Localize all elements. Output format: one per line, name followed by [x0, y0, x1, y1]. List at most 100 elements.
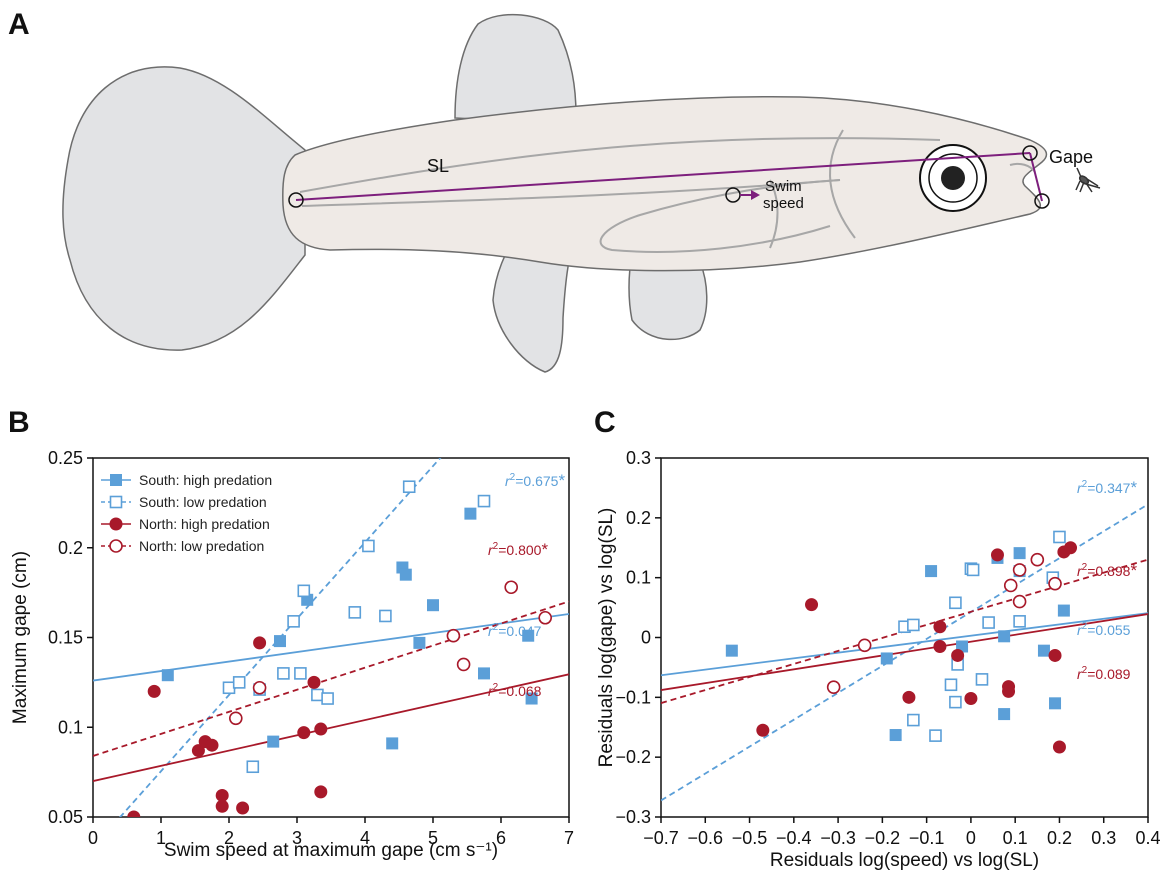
- data-point-south-low: [477, 494, 491, 508]
- dorsal-fin: [454, 13, 577, 120]
- legend: South: high predation South: low predatio…: [101, 472, 272, 554]
- r2-label-north-low: r2=0.898*: [1077, 561, 1137, 580]
- data-point-south-high: [998, 630, 1011, 643]
- data-point-north-high: [205, 738, 219, 752]
- data-point-north-low: [504, 580, 519, 595]
- fish-body: [282, 96, 1048, 272]
- data-point-north-high: [1048, 648, 1062, 662]
- x-tick-label: 6: [496, 828, 506, 848]
- y-axis-title: Residuals log(gape) vs log(SL): [596, 508, 617, 768]
- y-tick-label: −0.1: [615, 687, 651, 707]
- data-point-south-high: [522, 629, 535, 642]
- data-point-north-high: [1002, 684, 1016, 698]
- sl-label: SL: [427, 156, 449, 176]
- data-point-north-high: [964, 692, 978, 706]
- data-point-north-high: [902, 690, 916, 704]
- lateral-line-lower: [301, 179, 841, 207]
- lateral-line: [299, 137, 941, 193]
- data-point-south-high: [889, 729, 902, 742]
- anal-fin: [492, 231, 576, 373]
- y-tick-label: 0.25: [48, 448, 83, 468]
- data-point-south-low: [929, 729, 942, 742]
- data-point-south-low: [944, 678, 958, 692]
- data-point-south-low: [949, 695, 962, 709]
- y-tick-label: −0.3: [615, 807, 651, 827]
- data-point-south-high: [998, 708, 1011, 721]
- fit-line-north-high: [661, 613, 1148, 691]
- data-point-south-low: [949, 596, 962, 610]
- data-point-north-low: [252, 680, 267, 695]
- y-tick-label: 0.3: [626, 448, 651, 468]
- data-point-south-high: [1037, 644, 1050, 657]
- x-tick-label: 0: [88, 828, 98, 848]
- data-point-north-low: [826, 680, 841, 694]
- x-tick-label: −0.1: [909, 828, 945, 848]
- data-point-south-high: [1057, 604, 1070, 617]
- gill-line: [829, 129, 856, 239]
- data-point-north-high: [297, 726, 311, 740]
- data-point-north-high: [147, 684, 161, 698]
- r2-label-south-low: r2=0.675*: [505, 471, 565, 490]
- x-tick-label: 1: [156, 828, 166, 848]
- data-point-south-low: [907, 618, 920, 632]
- data-point-south-low: [311, 688, 324, 702]
- data-point-south-low: [982, 616, 995, 629]
- gape-label: Gape: [1049, 147, 1093, 167]
- data-point-south-low: [1013, 615, 1026, 628]
- data-point-north-high: [215, 799, 229, 813]
- data-point-south-high: [1013, 547, 1026, 560]
- x-tick-label: 4: [360, 828, 370, 848]
- data-point-south-high: [880, 652, 893, 665]
- fit-line-north-high: [93, 673, 569, 782]
- caudal-fin: [62, 66, 306, 351]
- x-axis-title: Residuals log(speed) vs log(SL): [770, 850, 1039, 871]
- r2-label-north-high: r2=0.068: [488, 682, 542, 699]
- data-point-north-low: [1003, 578, 1018, 593]
- x-axis-title: Swim speed at maximum gape (cm s⁻¹): [164, 840, 498, 861]
- data-point-north-high: [756, 723, 770, 737]
- swim-arrowhead: [751, 190, 760, 200]
- fit-line-south-high: [661, 612, 1148, 677]
- data-point-north-high: [314, 722, 328, 736]
- x-tick-label: −0.6: [687, 828, 723, 848]
- sl-landmark: [288, 192, 304, 208]
- data-point-south-high: [267, 735, 280, 748]
- r2-label-south-high: r2=0.055: [1077, 621, 1131, 638]
- data-point-south-high: [525, 692, 538, 705]
- y-tick-label: 0: [641, 628, 651, 648]
- legend-item-south-low: South: low predation: [101, 494, 267, 510]
- panel-a-label: A: [8, 8, 30, 41]
- panel-c-label: C: [594, 406, 616, 439]
- gape-line: [1029, 152, 1043, 202]
- data-point-south-low: [402, 480, 416, 494]
- r2-label-north-high: r2=0.089: [1077, 665, 1131, 682]
- r2-label-south-low: r2=0.347*: [1077, 478, 1137, 497]
- x-tick-label: −0.4: [776, 828, 812, 848]
- legend-item-north-high: North: high predation: [101, 516, 270, 532]
- x-tick-label: −0.3: [820, 828, 856, 848]
- data-point-south-high: [274, 635, 286, 648]
- legend-label: North: low predation: [139, 538, 264, 554]
- data-point-south-high: [427, 599, 439, 612]
- data-point-south-high: [399, 568, 412, 581]
- plot-area: [93, 458, 569, 817]
- data-point-south-low: [1053, 530, 1066, 544]
- data-point-north-high: [215, 788, 229, 802]
- x-tick-label: −0.2: [865, 828, 901, 848]
- data-point-north-high: [990, 548, 1004, 562]
- data-point-south-high: [161, 669, 174, 682]
- data-point-north-low: [229, 711, 243, 726]
- legend-item-south-high: South: high predation: [101, 472, 272, 488]
- y-tick-label: 0.1: [58, 717, 83, 737]
- data-point-south-low: [966, 563, 980, 577]
- gape-landmark-lower: [1034, 193, 1050, 209]
- data-point-north-high: [805, 598, 819, 612]
- fish-illustration: SL Gape Swim speed: [62, 13, 1101, 373]
- x-tick-label: 0: [966, 828, 976, 848]
- data-point-north-high: [314, 785, 328, 799]
- data-point-south-high: [725, 644, 738, 657]
- data-point-north-high: [1052, 740, 1066, 754]
- data-point-south-low: [222, 681, 236, 695]
- data-point-south-low: [297, 584, 311, 598]
